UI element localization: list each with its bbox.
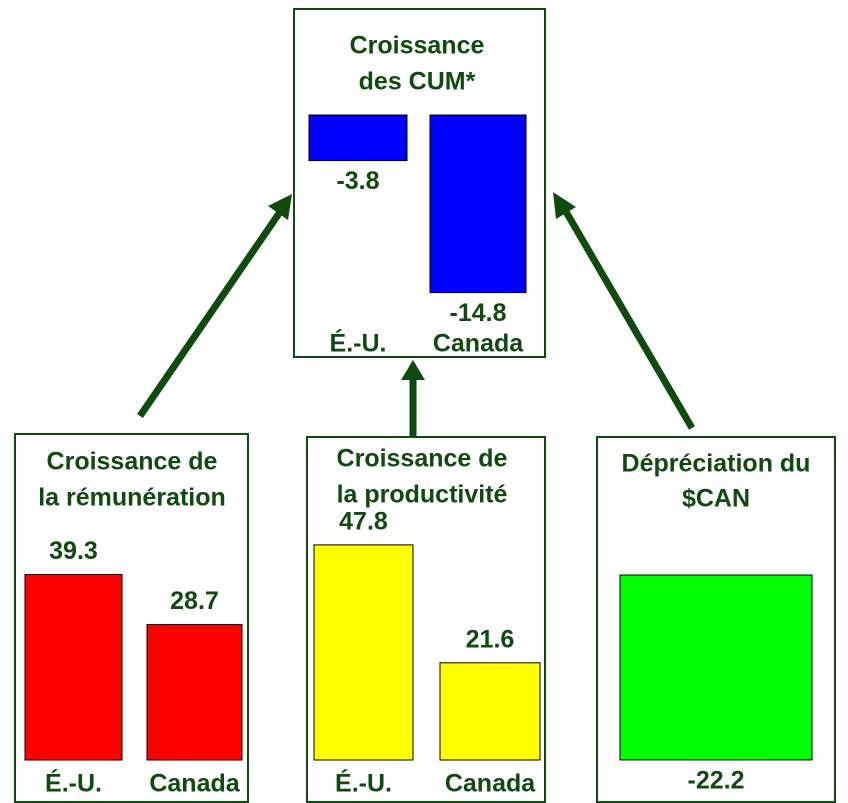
- value-label: -14.8: [450, 299, 507, 327]
- arrow-head: [553, 192, 576, 219]
- category-label: É.-U.: [335, 769, 392, 798]
- panel-title: Croissance de: [47, 448, 218, 476]
- value-label: 28.7: [170, 587, 219, 615]
- category-label: Canada: [445, 770, 536, 798]
- bar: [146, 624, 243, 761]
- value-label: 47.8: [339, 508, 388, 536]
- panel-title: Croissance: [350, 32, 485, 60]
- panel-title: des CUM*: [359, 68, 476, 96]
- value-label: 21.6: [466, 625, 515, 653]
- arrow-head: [401, 360, 425, 380]
- arrow: [561, 208, 696, 430]
- category-label: Canada: [149, 770, 240, 798]
- category-label: É.-U.: [330, 329, 387, 358]
- panel-title: Croissance de: [337, 445, 508, 473]
- panel-title: Dépréciation du: [622, 450, 811, 478]
- bar: [619, 574, 813, 761]
- bar: [429, 114, 527, 294]
- bar: [308, 114, 408, 162]
- value-label: -22.2: [688, 767, 745, 795]
- panel-title: la productivité: [337, 481, 508, 509]
- panel: Croissance des CUM* -3.8 É.-U. -14.8 Canada: [293, 8, 546, 358]
- panel-title: la rémunération: [38, 484, 226, 512]
- value-label: -3.8: [336, 167, 379, 195]
- arrow-head: [268, 194, 292, 220]
- panel: Dépréciation du $CAN -22.2: [596, 436, 836, 803]
- bar: [24, 574, 123, 761]
- panel-title: $CAN: [682, 485, 750, 513]
- bar: [439, 662, 541, 761]
- value-label: 39.3: [49, 537, 98, 565]
- category-label: Canada: [433, 330, 524, 358]
- arrows: [137, 192, 696, 437]
- category-label: É.-U.: [45, 769, 102, 798]
- panel: Croissance de la rémunération 39.3 É.-U. 28.…: [14, 433, 249, 803]
- arrow: [137, 210, 283, 418]
- bar: [313, 544, 414, 761]
